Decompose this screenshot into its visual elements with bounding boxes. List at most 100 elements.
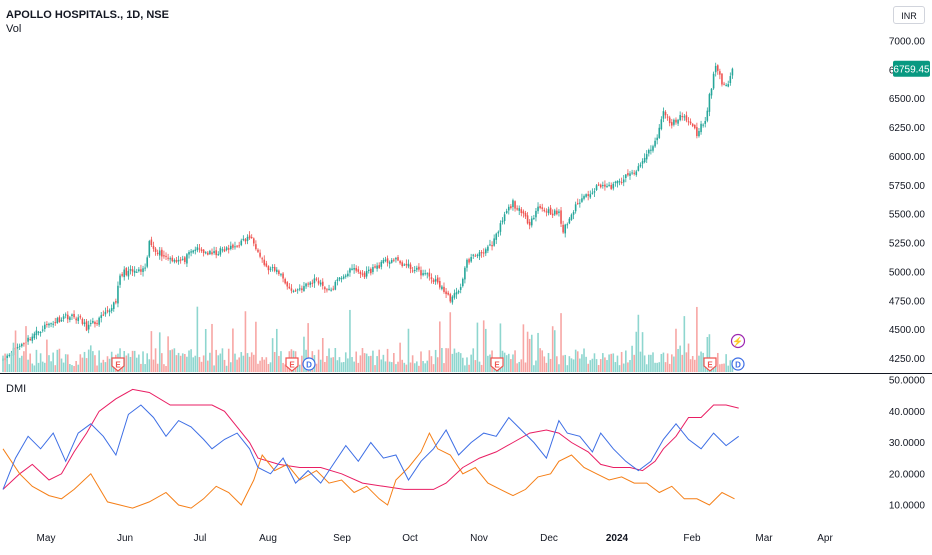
candle-body: [119, 275, 121, 285]
volume-bar: [560, 313, 562, 372]
candle-body: [292, 291, 295, 293]
dmi-tick-label: 40.0000: [889, 407, 926, 418]
volume-bar: [388, 361, 391, 372]
volume-bar: [4, 353, 6, 372]
candle-body: [606, 186, 608, 188]
candle-body: [37, 331, 40, 333]
candle-body: [69, 317, 71, 321]
candle-body: [261, 258, 263, 260]
volume-bar: [359, 355, 362, 372]
currency-button[interactable]: INR: [893, 6, 925, 24]
candle-body: [443, 286, 445, 292]
candle-body: [512, 200, 514, 208]
candle-body: [66, 314, 69, 320]
candle-body: [386, 258, 389, 263]
candle-body: [267, 266, 270, 271]
candle-body: [549, 207, 552, 215]
volume-bar: [422, 361, 424, 372]
candle-body: [115, 301, 117, 303]
candle-body: [622, 179, 625, 183]
volume-bar: [654, 362, 656, 372]
volume-bar: [572, 359, 575, 372]
dmi-label: DMI: [6, 383, 27, 395]
volume-bar: [108, 358, 111, 372]
volume-bar: [376, 356, 378, 372]
volume-bar: [650, 354, 652, 372]
volume-bar: [2, 355, 4, 372]
price-tick-label: 4750.00: [889, 296, 926, 307]
volume-bar: [462, 357, 464, 372]
volume-bar: [278, 355, 280, 372]
dmi-line-minus: [2, 431, 735, 509]
volume-bar: [89, 345, 92, 372]
candle-body: [602, 185, 604, 187]
volume-bar: [355, 351, 358, 372]
volume-bar: [372, 350, 374, 372]
candle-body: [372, 267, 374, 273]
candle-body: [338, 277, 341, 280]
candle-body: [181, 258, 184, 260]
candle-body: [589, 194, 592, 198]
candle-body: [138, 269, 140, 272]
candle-body: [56, 318, 59, 324]
candle-body: [574, 204, 577, 212]
volume-bar: [361, 348, 364, 372]
volume-bar: [386, 348, 389, 372]
candle-body: [545, 211, 548, 213]
candle-body: [336, 279, 339, 282]
candle-body: [75, 318, 77, 321]
volume-bar: [221, 348, 224, 372]
volume-bar: [541, 350, 544, 372]
volume-bar: [668, 363, 671, 372]
volume-bar: [393, 353, 395, 372]
candle-body: [204, 252, 207, 254]
candle-body: [643, 157, 646, 163]
event-marker-label: E: [289, 361, 295, 370]
volume-bar: [334, 348, 337, 372]
volume-bar: [432, 364, 435, 372]
candle-body: [633, 172, 635, 174]
volume-bar: [29, 353, 31, 372]
candle-body: [365, 270, 368, 277]
volume-bar: [85, 358, 88, 372]
candle-body: [21, 344, 23, 347]
volume-bar: [230, 362, 232, 372]
volume-bar: [125, 355, 128, 372]
candle-body: [551, 213, 554, 216]
candle-body: [106, 310, 109, 312]
candle-body: [658, 127, 661, 138]
volume-bar: [25, 326, 27, 372]
candle-body: [158, 250, 161, 256]
volume-bar: [353, 361, 355, 372]
candle-body: [311, 282, 314, 284]
candle-body: [654, 140, 656, 147]
volume-bar: [390, 362, 393, 372]
candle-body: [620, 182, 623, 184]
candle-body: [560, 210, 562, 224]
volume-bar: [698, 355, 700, 372]
volume-bar: [39, 353, 42, 372]
candle-body: [129, 269, 132, 271]
volume-bar: [50, 361, 52, 372]
volume-bar: [58, 348, 61, 372]
candle-body: [397, 257, 399, 261]
candle-body: [319, 282, 322, 285]
volume-bar: [282, 362, 284, 372]
volume-bar: [52, 352, 54, 372]
volume-bar: [441, 348, 443, 372]
candle-body: [156, 252, 159, 254]
volume-bar: [480, 364, 483, 372]
volume-bar: [660, 353, 663, 372]
volume-bar: [357, 362, 360, 372]
candle-body: [595, 185, 598, 190]
candle-body: [108, 310, 111, 313]
candle-body: [207, 252, 209, 255]
candle-body: [558, 211, 560, 213]
candle-body: [23, 343, 25, 345]
candle-body: [641, 161, 644, 164]
candle-body: [184, 257, 186, 262]
volume-bar: [259, 360, 261, 372]
volume-bar: [570, 358, 573, 372]
